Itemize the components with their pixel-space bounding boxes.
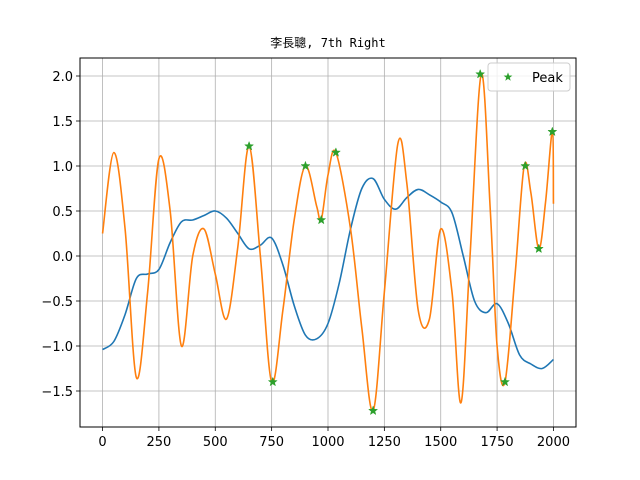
legend-label-peak: Peak <box>532 71 563 86</box>
series-layer <box>101 73 555 412</box>
peak-marker <box>533 243 544 254</box>
peak-marker <box>244 140 255 151</box>
legend-box <box>487 62 571 92</box>
x-tick-label: 1500 <box>424 435 457 450</box>
legend: Peak <box>487 62 571 92</box>
series-line-1 <box>102 177 554 370</box>
legend-star-icon <box>503 72 513 81</box>
y-tick-label: 0.5 <box>52 205 73 220</box>
peak-marker <box>300 160 311 171</box>
x-tick-label: 0 <box>98 435 106 450</box>
x-tick-label: 750 <box>259 435 284 450</box>
peak-marker <box>316 214 327 225</box>
x-axis: 0 250 500 750 1000 1250 1500 1750 2000 <box>98 427 570 450</box>
peak-marker <box>547 126 558 137</box>
peak-marker <box>267 376 278 387</box>
x-tick-label: 250 <box>146 435 171 450</box>
peak-marker <box>368 405 379 416</box>
x-tick-label: 1250 <box>368 435 401 450</box>
series-line-2 <box>101 73 555 412</box>
peak-marker <box>330 147 341 157</box>
y-tick-label: −1.5 <box>41 385 73 400</box>
x-tick-label: 500 <box>203 435 228 450</box>
peak-markers <box>244 68 558 416</box>
y-tick-label: 1.5 <box>52 115 73 130</box>
y-tick-label: 2.0 <box>52 70 73 85</box>
y-tick-label: 1.0 <box>52 160 73 175</box>
x-tick-label: 2000 <box>537 435 570 450</box>
y-tick-label: −0.5 <box>41 295 73 310</box>
peak-marker <box>499 376 511 387</box>
chart-title: 李長聰, 7th Right <box>270 35 385 50</box>
y-tick-label: 0.0 <box>52 250 73 265</box>
y-tick-label: −1.0 <box>41 340 73 355</box>
peak-marker <box>475 68 486 79</box>
x-tick-label: 1750 <box>481 435 514 450</box>
y-axis: −1.5 −1.0 −0.5 0.0 0.5 1.0 1.5 2.0 <box>41 70 80 400</box>
x-tick-label: 1000 <box>311 435 344 450</box>
grid-lines <box>80 58 576 427</box>
peak-marker <box>520 160 531 171</box>
